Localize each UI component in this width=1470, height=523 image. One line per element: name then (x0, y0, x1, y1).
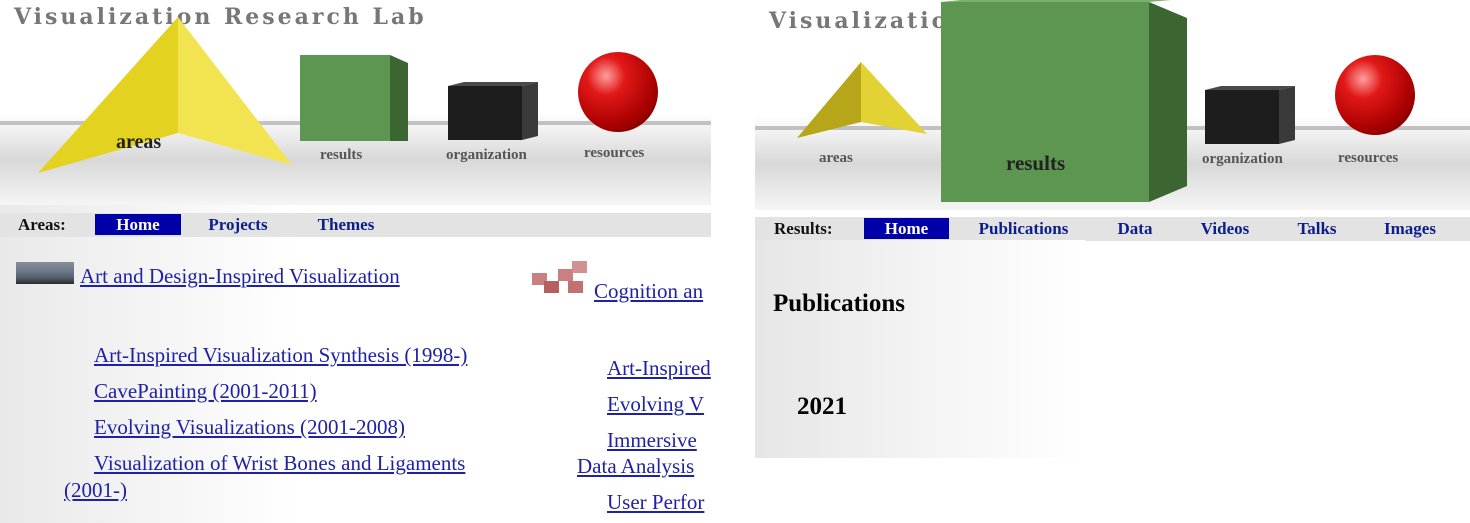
resources-sphere-icon[interactable] (1335, 55, 1415, 135)
page-title: Publications (773, 290, 905, 317)
nav-images[interactable]: Images (1384, 219, 1436, 238)
nav-home[interactable]: Home (864, 218, 949, 239)
results-cube-icon[interactable] (941, 0, 1191, 205)
lab-title: Visualization Research Lab (14, 4, 427, 30)
areas-page-panel: Visualization Research Lab areas results… (0, 0, 711, 523)
nav-section-label: Areas: (18, 215, 66, 234)
results-page-panel: Visualizatio areas results organization … (755, 0, 1470, 458)
areas-pyramid-icon[interactable] (793, 60, 933, 140)
area-cognition-link[interactable]: Cognition an (594, 279, 704, 303)
project-link[interactable]: Immersive (607, 428, 697, 452)
project-link[interactable]: CavePainting (2001-2011) (94, 379, 317, 403)
results-nav-bar: Results: Home Publications Data Videos T… (755, 217, 1470, 241)
project-link[interactable]: Evolving V (607, 392, 705, 416)
resources-sphere-icon[interactable] (578, 52, 658, 132)
project-link[interactable]: User Perfor (607, 490, 705, 514)
resources-label[interactable]: resources (1338, 150, 1399, 166)
nav-publications[interactable]: Publications (978, 219, 1069, 238)
year-heading: 2021 (797, 393, 847, 420)
organization-cube-icon[interactable] (1205, 86, 1297, 144)
areas-label[interactable]: areas (116, 131, 162, 153)
project-link-continued[interactable]: Data Analysis (577, 454, 695, 478)
resources-label[interactable]: resources (584, 145, 645, 161)
project-link[interactable]: Evolving Visualizations (2001-2008) (94, 415, 405, 439)
area-art-design-link[interactable]: Art and Design-Inspired Visualization (80, 264, 400, 288)
project-link-continued[interactable]: (2001-) (64, 478, 127, 502)
organization-cube-icon[interactable] (448, 82, 540, 140)
lab-title: Visualizatio (769, 8, 950, 34)
banner-image: Visualizatio areas results organization … (755, 0, 1470, 210)
nav-data[interactable]: Data (1117, 219, 1153, 238)
nav-talks[interactable]: Talks (1297, 219, 1337, 238)
organization-label[interactable]: organization (1202, 151, 1283, 167)
project-link[interactable]: Art-Inspired (607, 356, 711, 380)
project-link[interactable]: Art-Inspired Visualization Synthesis (19… (94, 343, 468, 367)
nav-themes[interactable]: Themes (317, 215, 375, 234)
content-background (755, 240, 1085, 458)
results-label[interactable]: results (1006, 151, 1066, 175)
cognition-thumbnail[interactable] (532, 259, 592, 299)
nav-videos[interactable]: Videos (1200, 219, 1250, 238)
art-design-thumbnail[interactable] (16, 262, 74, 284)
organization-label[interactable]: organization (446, 147, 527, 163)
banner-image: Visualization Research Lab areas results… (0, 0, 711, 205)
nav-projects[interactable]: Projects (208, 215, 268, 234)
areas-nav-bar: Areas: Home Projects Themes (0, 213, 711, 237)
nav-section-label: Results: (774, 219, 833, 238)
results-cube-icon[interactable] (300, 55, 410, 143)
areas-pyramid-icon[interactable] (30, 15, 300, 177)
project-link[interactable]: Visualization of Wrist Bones and Ligamen… (94, 451, 466, 475)
nav-home[interactable]: Home (95, 214, 181, 235)
results-label[interactable]: results (320, 147, 363, 163)
areas-label[interactable]: areas (819, 150, 853, 166)
